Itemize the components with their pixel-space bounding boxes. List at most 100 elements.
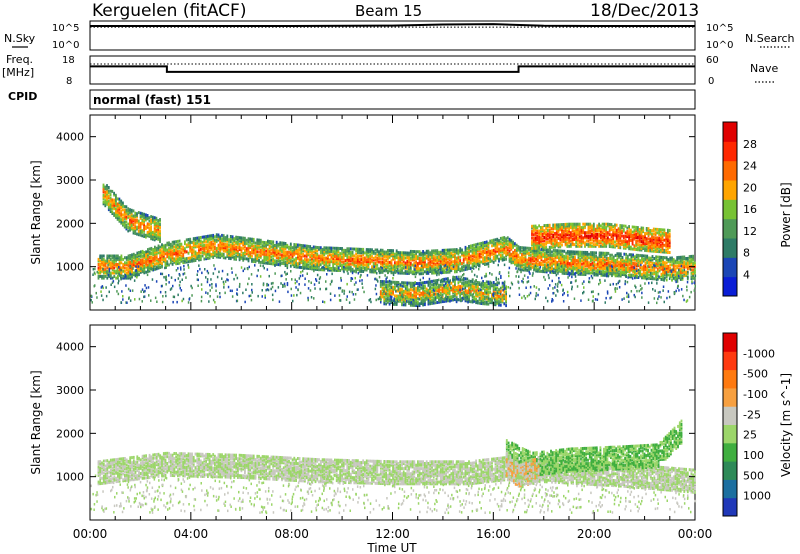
heatmap-cell [191, 247, 193, 251]
heatmap-cell [392, 292, 394, 296]
heatmap-cell [335, 263, 338, 267]
heatmap-cell [522, 251, 525, 255]
heatmap-cell [566, 222, 569, 226]
heatmap-cell [608, 222, 611, 226]
heatmap-cell [346, 249, 349, 252]
heatmap-cell [360, 266, 363, 270]
heatmap-cell [614, 225, 616, 229]
heatmap-cell [242, 240, 245, 243]
heatmap-cell [309, 255, 312, 259]
heatmap-cell [379, 280, 382, 283]
heatmap-cell [148, 261, 151, 265]
heatmap-cell [661, 236, 664, 240]
heatmap-cell [111, 198, 114, 202]
heatmap-cell [288, 254, 290, 258]
heatmap-cell [581, 267, 583, 271]
heatmap-cell [580, 236, 583, 240]
heatmap-cell [461, 253, 463, 257]
heatmap-cell [637, 246, 639, 250]
heatmap-cell [242, 255, 245, 259]
heatmap-cell [505, 252, 507, 256]
heatmap-cell [203, 247, 206, 251]
heatmap-cell [526, 260, 529, 264]
heatmap-cell [492, 257, 495, 261]
heatmap-cell [327, 260, 329, 263]
heatmap-cell [468, 260, 470, 264]
heatmap-cell [634, 255, 636, 259]
heatmap-cell [624, 234, 627, 238]
heatmap-cell [565, 272, 567, 275]
heatmap-cell [217, 236, 220, 240]
heatmap-cell [506, 248, 509, 252]
heatmap-cell [157, 247, 160, 251]
heatmap-cell [281, 248, 283, 252]
heatmap-cell [148, 262, 151, 266]
heatmap-cell [207, 234, 209, 238]
heatmap-cell [102, 185, 105, 189]
heatmap-cell [342, 262, 345, 266]
heatmap-cell [541, 225, 544, 229]
heatmap-cell [624, 238, 627, 242]
heatmap-cell [415, 267, 417, 271]
heatmap-cell [635, 234, 638, 238]
heatmap-cell [633, 247, 636, 251]
heatmap-cell [540, 253, 543, 256]
heatmap-cell [159, 257, 162, 261]
heatmap-cell [256, 255, 259, 259]
heatmap-cell [492, 242, 495, 246]
heatmap-cell [279, 241, 282, 245]
heatmap-cell [639, 259, 642, 263]
heatmap-cell [550, 232, 553, 236]
heatmap-cell [454, 251, 456, 255]
heatmap-cell [592, 231, 595, 235]
heatmap-cell [99, 264, 102, 268]
heatmap-cell [118, 201, 121, 204]
heatmap-cell [252, 237, 255, 241]
heatmap-cell [132, 254, 135, 258]
heatmap-cell [549, 258, 552, 262]
heatmap-cell [595, 258, 597, 262]
heatmap-cell [461, 262, 463, 265]
heatmap-cell [261, 247, 264, 251]
heatmap-cell [489, 256, 492, 260]
heatmap-cell [469, 258, 472, 262]
heatmap-cell [621, 234, 623, 238]
heatmap-cell [545, 253, 548, 257]
heatmap-cell [101, 276, 103, 280]
heatmap-cell [686, 275, 689, 279]
heatmap-cell [106, 276, 109, 280]
heatmap-cell [288, 245, 290, 249]
heatmap-cell [686, 272, 689, 276]
heatmap-cell [130, 220, 133, 224]
heatmap-cell [660, 248, 662, 252]
heatmap-cell [417, 257, 419, 260]
heatmap-cell [137, 231, 140, 235]
heatmap-cell [399, 299, 402, 303]
heatmap-cell [549, 270, 552, 274]
heatmap-cell [555, 235, 558, 239]
heatmap-cell [318, 268, 320, 272]
heatmap-cell [415, 262, 417, 266]
heatmap-cell [646, 269, 649, 273]
heatmap-cell [603, 229, 606, 233]
heatmap-cell [668, 229, 671, 232]
heatmap-cell [123, 205, 126, 209]
heatmap-cell [646, 261, 649, 265]
heatmap-cell [552, 260, 555, 264]
heatmap-cell [109, 199, 112, 203]
heatmap-cell [111, 266, 114, 270]
heatmap-cell [484, 251, 486, 255]
heatmap-cell [132, 256, 135, 260]
heatmap-cell [337, 269, 340, 272]
heatmap-cell [685, 263, 687, 267]
heatmap-cell [536, 238, 539, 242]
heatmap-cell [385, 297, 387, 301]
heatmap-cell [134, 259, 137, 262]
heatmap-cell [672, 263, 675, 267]
heatmap-cell [641, 274, 643, 278]
heatmap-cell [638, 236, 641, 240]
heatmap-cell [312, 260, 315, 264]
heatmap-cell [564, 239, 567, 243]
heatmap-cell [662, 269, 664, 273]
heatmap-cell [445, 265, 447, 269]
